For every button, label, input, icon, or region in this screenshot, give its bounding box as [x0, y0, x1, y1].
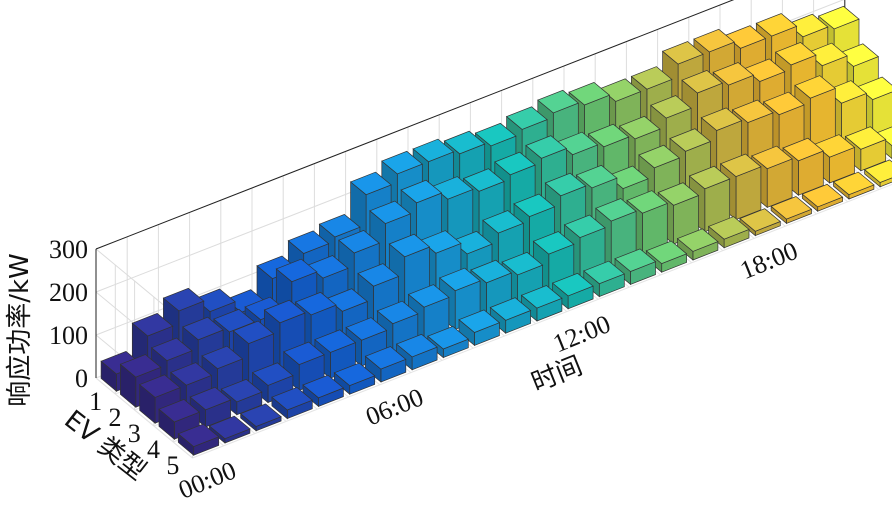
x-tick-label: 06:00	[362, 382, 428, 431]
bar-type5-h16	[676, 228, 719, 261]
bar-type5-h22	[863, 159, 892, 188]
x-tick-label: 18:00	[736, 236, 802, 285]
bar-type5-h10	[489, 297, 532, 334]
bar-type5-h14	[614, 248, 657, 286]
bar-type5-h12	[551, 272, 594, 310]
z-tick-label: 100	[49, 321, 88, 350]
bar-type5-h5	[333, 362, 376, 395]
y-tick-label: 5	[166, 451, 179, 480]
bar-type5-h0	[177, 423, 220, 456]
bar-type5-h9	[458, 309, 501, 347]
bar-type5-h6	[364, 346, 407, 383]
chart-bars	[100, 5, 892, 456]
z-tick-label: 200	[49, 278, 88, 307]
bar-type5-h21	[832, 171, 875, 200]
bar-type4-h19	[751, 145, 793, 209]
y-tick-label: 1	[89, 387, 102, 416]
y-tick-label: 3	[128, 419, 141, 448]
z-axis-ticks: 0 100 200 300	[49, 235, 88, 393]
bar-type5-h20	[801, 183, 844, 212]
grid-line	[95, 377, 193, 459]
y-tick-label: 4	[147, 435, 160, 464]
bar-type5-h18	[739, 208, 781, 237]
bar-type5-h2	[239, 403, 282, 432]
bar-type5-h19	[770, 196, 813, 225]
y-tick-label: 2	[108, 403, 121, 432]
grid-line	[192, 183, 892, 459]
box-edge	[95, 0, 735, 250]
bar-type5-h7	[395, 333, 438, 371]
x-tick-label: 12:00	[549, 309, 615, 358]
bar-type4-h3	[251, 362, 294, 404]
bar-type5-h11	[520, 285, 563, 322]
bar-type5-h1	[208, 415, 251, 444]
z-tick-label: 300	[49, 235, 88, 264]
bar-type5-h4	[302, 374, 345, 408]
bar-type5-h17	[707, 216, 750, 249]
bar-type5-h3	[271, 386, 313, 420]
z-tick-label: 0	[75, 364, 88, 393]
z-axis-title: 响应功率/kW	[5, 253, 35, 407]
x-axis-title: 时间	[527, 351, 586, 398]
bar-type5-h13	[583, 260, 625, 298]
x-tick-label: 00:00	[174, 456, 240, 505]
